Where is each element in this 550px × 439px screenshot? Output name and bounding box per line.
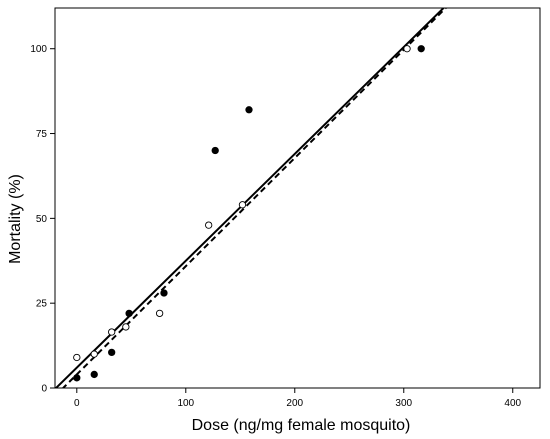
data-point-series-2-7 [238,201,247,209]
x-tick-label-0: 0 [74,398,80,409]
data-point-series-1-1 [73,374,81,382]
data-point-series-2-1 [73,353,81,362]
plot-area [55,8,448,388]
y-tick-label-50: 50 [36,214,48,225]
data-point-series-2-5 [155,309,164,318]
data-point-series-2-8 [403,45,411,53]
fit-line-series-1 [55,8,445,388]
y-tick-label-100: 100 [30,44,47,55]
x-tick-label-300: 300 [395,398,412,409]
data-point-series-1-3 [108,348,116,357]
data-point-series-1-7 [245,106,253,114]
data-point-series-2-4 [122,323,130,331]
x-tick-label-100: 100 [177,398,194,409]
x-axis-title: Dose (ng/mg female mosquito) [192,417,411,434]
data-point-series-1-5 [160,289,168,297]
data-point-series-1-8 [417,45,425,53]
data-point-series-1-2 [90,370,98,379]
data-point-series-1-6 [211,146,219,155]
axes: 0 100 200 300 400 0 25 50 75 100 [30,7,541,409]
plot-frame [54,7,541,389]
y-tick-label-0: 0 [41,384,47,395]
fit-line-series-2 [61,8,448,388]
x-tick-label-200: 200 [286,398,303,409]
data-point-series-1-4 [125,309,133,318]
x-tick-label-400: 400 [504,398,521,409]
data-point-series-2-6 [205,221,213,229]
data-point-series-2-2 [90,350,98,358]
y-tick-label-25: 25 [36,299,48,310]
data-point-series-2-3 [108,328,116,336]
y-axis-title: Mortality (%) [7,174,24,264]
y-tick-label-75: 75 [36,129,48,140]
